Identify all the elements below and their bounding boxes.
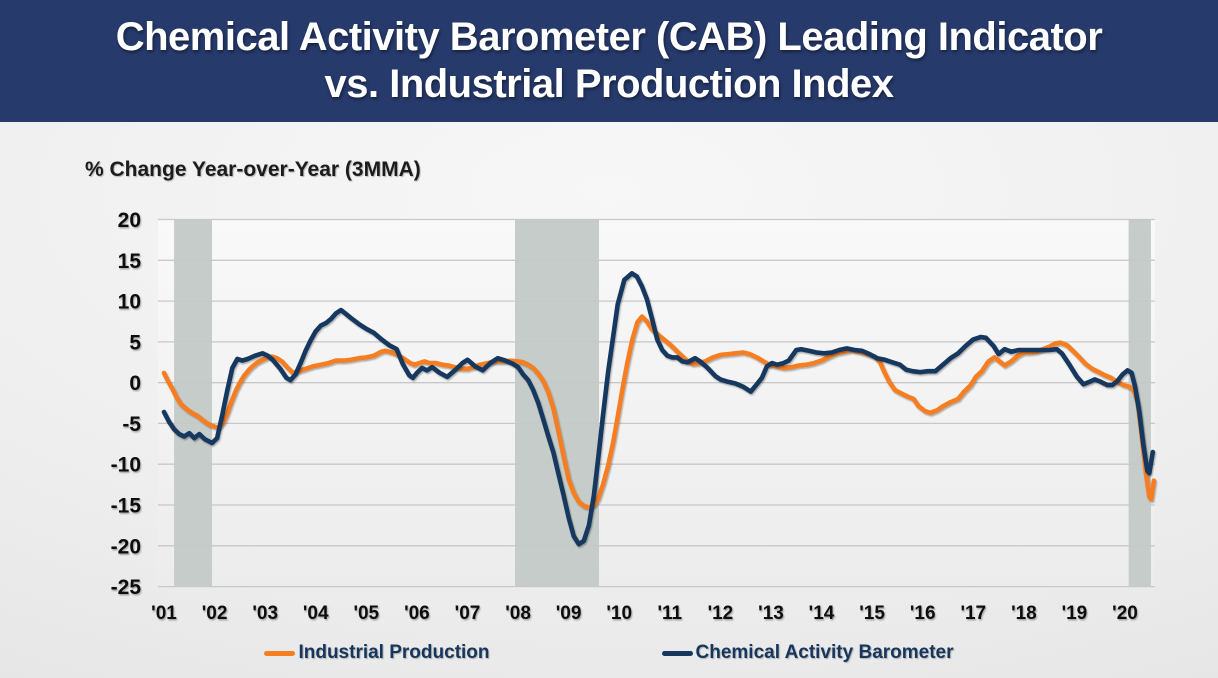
x-tick-label: '06 (404, 603, 430, 624)
y-tick-label: -20 (111, 535, 141, 558)
x-tick-label: '09 (556, 603, 582, 624)
x-tick-label: '05 (353, 603, 379, 624)
x-tick-label: '07 (455, 603, 481, 624)
x-tick-label: '11 (657, 603, 682, 624)
x-tick-label: '01 (151, 603, 177, 624)
x-tick-label: '13 (758, 603, 784, 624)
x-tick-label: '02 (202, 603, 228, 624)
x-tick-label: '17 (960, 603, 986, 624)
x-tick-label: '16 (910, 603, 936, 624)
industrial-production-line (161, 314, 1157, 510)
x-tick-label: '20 (1112, 603, 1138, 624)
y-tick-label: 10 (118, 291, 141, 314)
recession-band (515, 219, 599, 587)
y-tick-label: 0 (129, 372, 141, 395)
legend-item-chemical-activity-barometer: Chemical Activity Barometer (661, 642, 954, 664)
page-title-line-1: Chemical Activity Barometer (CAB) Leadin… (115, 14, 1103, 59)
x-tick-label: '18 (1011, 603, 1037, 624)
y-tick-label: 20 (118, 209, 141, 232)
y-tick-label: -10 (111, 454, 141, 477)
y-tick-label: -15 (111, 495, 142, 518)
page-title-line-2: vs. Industrial Production Index (324, 62, 894, 106)
x-tick-label: '03 (252, 603, 278, 624)
x-tick-label: '04 (303, 603, 329, 624)
page-title-banner: Chemical Activity Barometer (CAB) Leadin… (0, 0, 1218, 122)
x-tick-label: '10 (606, 603, 632, 624)
x-tick-label: '19 (1062, 603, 1088, 624)
chemical-activity-barometer-line (161, 271, 1156, 547)
x-tick-label: '12 (708, 603, 734, 624)
y-tick-label: -5 (122, 413, 141, 436)
plot-background (158, 219, 1155, 587)
y-tick-label: 5 (129, 331, 141, 354)
legend-label-chemical-activity-barometer: Chemical Activity Barometer (695, 642, 954, 663)
chemical-activity-barometer-swatch-icon (661, 650, 693, 656)
y-tick-label: -25 (111, 576, 142, 599)
legend-item-industrial-production: Industrial Production (264, 642, 490, 664)
industrial-production-swatch-icon (264, 650, 296, 656)
x-tick-label: '08 (505, 603, 531, 624)
x-tick-label: '15 (859, 603, 885, 624)
y-axis-title: % Change Year-over-Year (3MMA) (85, 158, 421, 181)
chart-legend: Industrial Production Chemical Activity … (39, 637, 1179, 669)
y-tick-label: 15 (118, 250, 142, 273)
legend-label-industrial-production: Industrial Production (298, 642, 490, 663)
x-tick-label: '14 (809, 603, 835, 624)
